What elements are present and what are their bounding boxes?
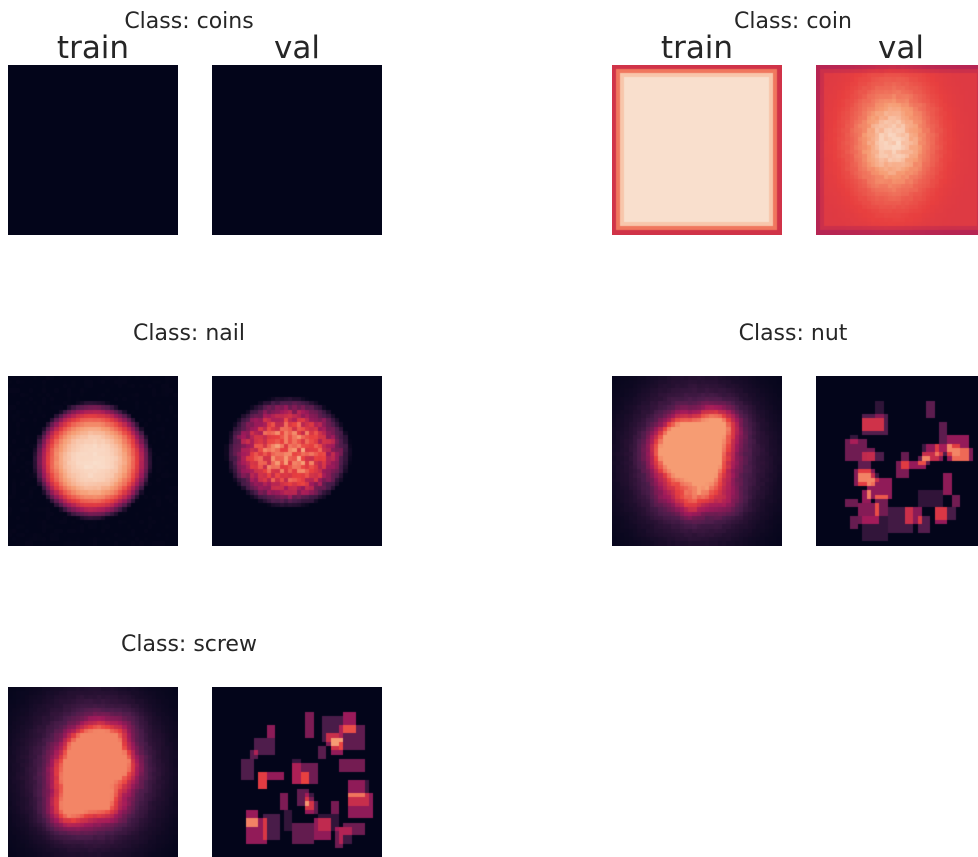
class-title-nail: Class: nail	[133, 321, 245, 346]
column-label-train: train	[660, 30, 734, 66]
column-label-val: val	[274, 30, 320, 66]
heatmap-nail-val	[212, 376, 382, 546]
class-title-screw: Class: screw	[121, 632, 257, 657]
heatmap-screw-train	[8, 687, 178, 857]
column-label-val: val	[878, 30, 924, 66]
heatmap-coin-train	[612, 65, 782, 235]
heatmap-coin-val	[816, 65, 978, 235]
column-label-train: train	[56, 30, 130, 66]
heatmap-screw-val	[212, 687, 382, 857]
heatmap-nail-train	[8, 376, 178, 546]
class-title-coin: Class: coin	[734, 9, 852, 34]
heatmap-nut-train	[612, 376, 782, 546]
class-title-nut: Class: nut	[738, 321, 848, 346]
class-title-coins: Class: coins	[124, 9, 254, 34]
heatmap-nut-val	[816, 376, 978, 546]
heatmap-coins-train	[8, 65, 178, 235]
heatmap-coins-val	[212, 65, 382, 235]
